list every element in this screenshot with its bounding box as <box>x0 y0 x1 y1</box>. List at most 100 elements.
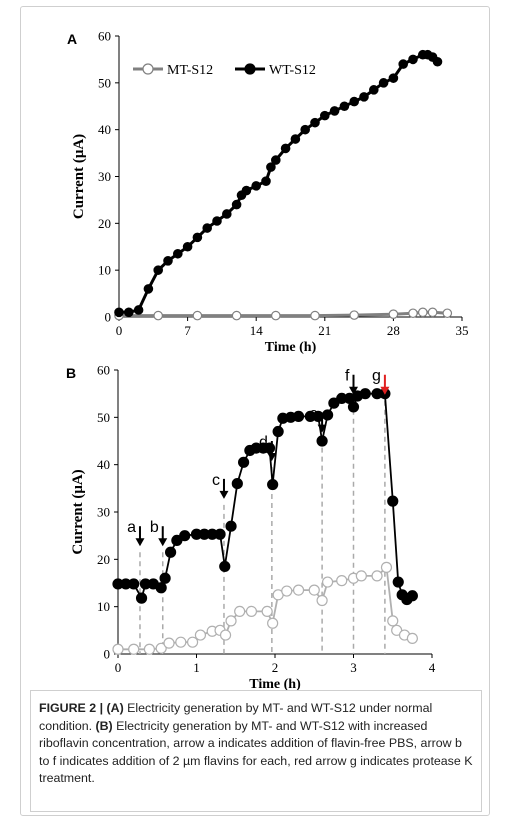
data-point <box>388 309 399 319</box>
caption-text: Electricity generation by MT- and WT-S12… <box>39 718 473 786</box>
y-axis-label: Current (μA) <box>71 134 87 219</box>
data-point <box>179 530 191 542</box>
data-point <box>155 642 167 654</box>
x-tick-label: 28 <box>387 323 400 338</box>
data-point <box>336 575 348 587</box>
data-point <box>219 629 232 641</box>
y-tick-label: 0 <box>105 310 112 325</box>
panel-label: A <box>67 31 77 47</box>
data-point <box>280 143 291 154</box>
data-point <box>143 284 154 294</box>
data-point <box>212 216 222 226</box>
data-point <box>368 85 379 95</box>
arrow-head <box>135 538 145 547</box>
data-point <box>214 528 226 540</box>
y-tick-label: 50 <box>97 410 110 425</box>
data-point <box>349 96 359 107</box>
data-point <box>241 185 252 196</box>
data-point <box>272 425 284 438</box>
data-point <box>231 310 242 321</box>
x-tick-label: 4 <box>429 660 436 675</box>
data-point <box>261 605 273 618</box>
caption-bold: FIGURE 2 | (A) <box>39 701 124 715</box>
data-point <box>290 134 301 144</box>
data-point <box>112 643 124 655</box>
x-tick-label: 0 <box>116 323 123 338</box>
x-tick-label: 0 <box>115 660 122 675</box>
x-tick-label: 1 <box>193 660 200 675</box>
data-point <box>319 110 330 121</box>
x-tick-label: 21 <box>318 323 331 338</box>
data-point <box>143 643 155 655</box>
data-point <box>359 92 369 102</box>
data-point <box>114 307 124 318</box>
data-point <box>398 59 408 69</box>
data-point <box>310 117 320 128</box>
data-point <box>245 605 258 618</box>
data-point <box>251 181 262 191</box>
data-point <box>406 590 418 602</box>
data-point <box>192 310 203 321</box>
data-point <box>133 305 144 315</box>
data-point <box>128 643 140 655</box>
data-point <box>442 308 453 319</box>
x-axis-label: Time (h) <box>249 677 301 690</box>
x-axis-label: Time (h) <box>265 340 317 355</box>
data-point <box>159 572 171 584</box>
y-tick-label: 50 <box>98 75 111 90</box>
data-point <box>163 637 175 649</box>
data-point <box>417 307 428 318</box>
y-tick-label: 30 <box>98 169 111 184</box>
data-point <box>329 106 340 116</box>
data-point <box>202 223 212 233</box>
x-tick-label: 3 <box>350 660 357 675</box>
data-point <box>392 576 404 588</box>
data-point <box>408 308 418 319</box>
series-line <box>119 53 439 314</box>
annotation-label: a <box>127 519 136 536</box>
arrow-head <box>380 386 390 395</box>
y-tick-label: 10 <box>97 599 110 614</box>
data-point <box>380 561 393 573</box>
legend-label: MT-S12 <box>167 63 213 78</box>
data-point <box>371 570 383 582</box>
data-point <box>378 78 389 88</box>
data-point <box>427 307 438 318</box>
data-point <box>339 101 350 112</box>
data-point <box>316 435 328 447</box>
data-point <box>387 495 399 507</box>
data-point <box>155 582 167 594</box>
data-point <box>163 255 173 266</box>
data-point <box>292 584 305 596</box>
y-tick-label: 60 <box>97 363 110 378</box>
data-point <box>347 401 360 413</box>
y-axis-label: Current (μA) <box>70 469 86 554</box>
data-point <box>310 310 320 321</box>
data-point <box>225 615 237 627</box>
data-point <box>292 410 305 422</box>
data-point <box>153 310 163 321</box>
data-point <box>225 520 237 532</box>
data-point <box>219 560 231 573</box>
data-point <box>388 73 399 83</box>
data-point <box>308 584 320 596</box>
data-point <box>267 617 279 629</box>
x-tick-label: 35 <box>456 323 469 338</box>
data-point <box>270 155 281 165</box>
data-point <box>316 594 328 607</box>
data-point <box>182 241 193 252</box>
y-tick-label: 40 <box>97 457 110 472</box>
data-point <box>281 585 293 597</box>
annotation-label: c <box>212 472 220 489</box>
data-point <box>124 307 134 318</box>
data-point <box>300 124 310 135</box>
data-point <box>321 409 334 421</box>
data-point <box>267 478 279 491</box>
y-tick-label: 60 <box>98 29 111 44</box>
x-tick-label: 7 <box>184 323 191 338</box>
y-tick-label: 30 <box>97 505 110 520</box>
data-point <box>173 248 183 259</box>
data-point <box>231 478 243 490</box>
